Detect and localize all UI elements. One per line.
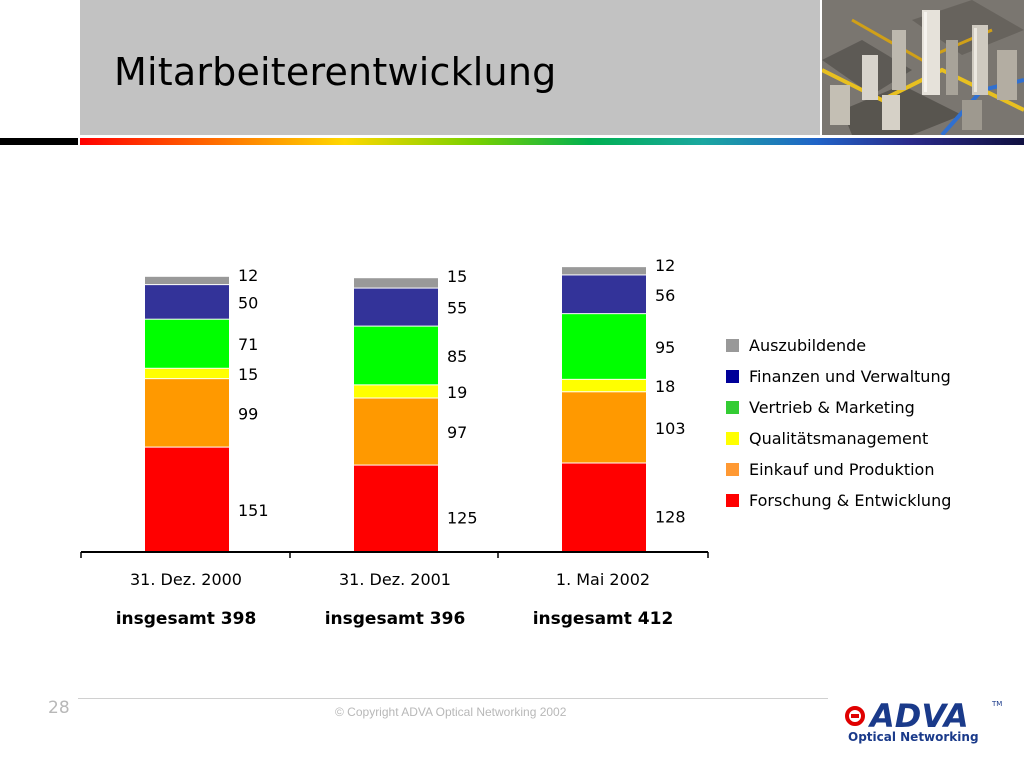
bar-segment: [145, 276, 229, 285]
bar-segment: [354, 398, 438, 465]
legend-item: Qualitätsmanagement: [726, 429, 951, 460]
bar-segment: [354, 385, 438, 398]
adva-logo: ADVA TM Optical Networking: [845, 697, 1002, 744]
city-header-image: [822, 0, 1024, 135]
header-divider-left: [0, 138, 78, 145]
bar-segment: [354, 278, 438, 288]
data-label: 19: [447, 383, 467, 402]
data-label: 128: [655, 508, 686, 527]
data-label: 71: [238, 335, 258, 354]
legend-item: Finanzen und Verwaltung: [726, 367, 951, 398]
bar-segment: [562, 275, 646, 314]
data-label: 85: [447, 347, 467, 366]
legend-item: Forschung & Entwicklung: [726, 491, 951, 522]
legend-swatch: [726, 401, 739, 414]
bar-segment: [145, 379, 229, 447]
legend-swatch: [726, 339, 739, 352]
logo-trademark: TM: [991, 700, 1002, 708]
page-title: Mitarbeiterentwicklung: [114, 50, 557, 94]
legend-swatch: [726, 494, 739, 507]
data-label: 151: [238, 501, 269, 520]
chart-legend: Auszubildende Finanzen und Verwaltung Ve…: [726, 336, 951, 522]
bar-segment: [145, 368, 229, 379]
category-label: 31. Dez. 2001: [339, 570, 451, 589]
data-label: 12: [655, 256, 675, 275]
legend-swatch: [726, 432, 739, 445]
bar-segment: [354, 326, 438, 385]
bar-segment: [562, 392, 646, 463]
legend-label: Auszubildende: [749, 336, 867, 355]
legend-item: Einkauf und Produktion: [726, 460, 951, 491]
data-label: 125: [447, 508, 478, 527]
legend-item: Auszubildende: [726, 336, 951, 367]
page-number: 28: [48, 698, 70, 718]
bar-segment: [562, 463, 646, 551]
data-label: 95: [655, 338, 675, 357]
legend-label: Qualitätsmanagement: [749, 429, 929, 448]
data-label: 56: [655, 286, 675, 305]
logo-wordmark: ADVA: [867, 697, 969, 735]
data-label: 55: [447, 299, 467, 318]
copyright-notice: © Copyright ADVA Optical Networking 2002: [335, 705, 567, 719]
rainbow-divider: [80, 138, 1024, 145]
footer-divider: [78, 698, 828, 699]
logo-subtitle: Optical Networking: [848, 730, 979, 744]
data-label: 15: [238, 365, 258, 384]
total-label: insgesamt 412: [532, 609, 674, 629]
legend-swatch: [726, 463, 739, 476]
legend-label: Vertrieb & Marketing: [749, 398, 915, 417]
bar-segment: [145, 285, 229, 319]
bar-segment: [562, 267, 646, 275]
bar-segment: [354, 465, 438, 551]
data-label: 50: [238, 293, 258, 312]
category-label: 31. Dez. 2000: [130, 570, 242, 589]
data-label: 12: [238, 266, 258, 285]
data-label: 103: [655, 419, 686, 438]
legend-item: Vertrieb & Marketing: [726, 398, 951, 429]
data-label: 18: [655, 377, 675, 396]
bar-segment: [562, 314, 646, 379]
header-band: [80, 0, 820, 135]
bar-segment: [145, 319, 229, 368]
bar-segment: [145, 447, 229, 551]
data-label: 15: [447, 267, 467, 286]
total-label: insgesamt 398: [115, 609, 257, 629]
legend-label: Forschung & Entwicklung: [749, 491, 952, 510]
legend-label: Finanzen und Verwaltung: [749, 367, 951, 386]
legend-label: Einkauf und Produktion: [749, 460, 935, 479]
data-label: 99: [238, 404, 258, 423]
total-label: insgesamt 396: [324, 609, 466, 629]
bar-segment: [562, 379, 646, 392]
category-label: 1. Mai 2002: [555, 570, 651, 589]
bar-segment: [354, 288, 438, 326]
data-label: 97: [447, 423, 467, 442]
legend-swatch: [726, 370, 739, 383]
